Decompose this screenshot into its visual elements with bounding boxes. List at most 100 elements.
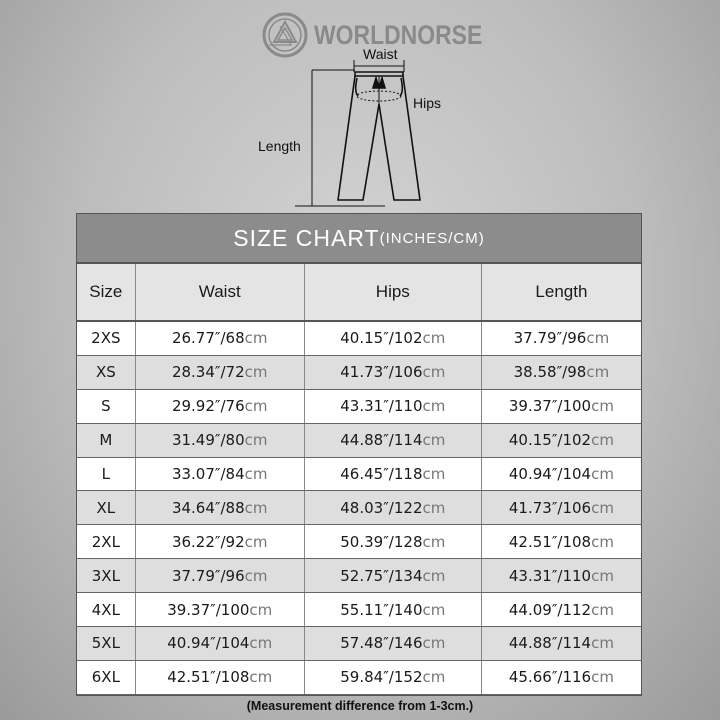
hips-cell: 57.48″/146 cm — [305, 627, 482, 660]
hips-cell: 48.03″/122 cm — [305, 491, 482, 525]
unit-label: cm — [422, 634, 446, 653]
waist-cell: 39.37″/100 cm — [136, 593, 305, 627]
waist-value: 33.07″/84 — [171, 465, 245, 483]
hips-cell: 40.15″/102 cm — [305, 322, 482, 355]
unit-label: cm — [586, 329, 610, 348]
table-row: 4XL 39.37″/100 cm 55.11″/140 cm 44.09″/112 cm — [77, 593, 641, 628]
size-cell: 2XL — [77, 525, 136, 559]
unit-label: cm — [586, 363, 610, 382]
hips-label: Hips — [413, 95, 442, 111]
size-cell: L — [77, 457, 136, 491]
size-cell: M — [77, 423, 136, 457]
length-cell: 40.15″/102 cm — [482, 424, 641, 457]
hips-value: 59.84″/152 — [340, 668, 423, 687]
waist-cell: 34.64″/88 cm — [136, 491, 305, 525]
length-value: 43.31″/110 — [508, 566, 592, 585]
size-cell: S — [77, 389, 136, 423]
size-cell: 2XS — [77, 322, 136, 355]
unit-label: cm — [244, 465, 268, 483]
unit-label: cm — [244, 329, 268, 348]
size-chart-title: SIZE CHART (INCHES/CM) — [77, 214, 641, 264]
unit-label: cm — [422, 566, 446, 585]
length-value: 44.88″/114 — [508, 634, 592, 653]
waist-cell: 33.07″/84 cm — [136, 457, 305, 491]
unit-label: cm — [422, 498, 446, 517]
waist-cell: 40.94″/104 cm — [136, 627, 305, 660]
unit-label: cm — [244, 431, 268, 450]
size-cell: 6XL — [77, 660, 136, 694]
hips-value: 44.88″/114 — [340, 431, 423, 450]
hips-value: 41.73″/106 — [340, 363, 423, 382]
header-size: Size — [77, 264, 136, 320]
hips-cell: 55.11″/140 cm — [305, 593, 482, 627]
unit-label: cm — [591, 532, 614, 551]
size-cell: XL — [77, 491, 136, 525]
title-text: SIZE CHART — [233, 224, 380, 251]
unit-label: cm — [591, 600, 614, 619]
length-cell: 43.31″/110 cm — [482, 559, 641, 592]
waist-value: 26.77″/68 — [171, 329, 245, 348]
length-value: 38.58″/98 — [513, 363, 587, 382]
hips-value: 46.45″/118 — [340, 465, 423, 483]
hips-cell: 59.84″/152 cm — [305, 660, 482, 694]
table-row: L 33.07″/84 cm 46.45″/118 cm 40.94″/104 cm — [77, 457, 641, 492]
size-cell: 3XL — [77, 559, 136, 593]
unit-label: cm — [422, 431, 446, 450]
length-cell: 39.37″/100 cm — [482, 390, 641, 423]
unit-label: cm — [591, 634, 614, 653]
hips-value: 50.39″/128 — [340, 532, 423, 551]
hips-value: 55.11″/140 — [340, 600, 423, 619]
waist-value: 36.22″/92 — [171, 532, 245, 551]
waist-value: 42.51″/108 — [167, 668, 250, 687]
length-cell: 42.51″/108 cm — [482, 525, 641, 558]
hips-cell: 43.31″/110 cm — [305, 389, 482, 423]
hips-value: 57.48″/146 — [340, 634, 423, 653]
header-waist: Waist — [136, 264, 305, 320]
header-hips: Hips — [305, 264, 482, 320]
unit-label: cm — [249, 668, 273, 687]
size-cell: XS — [77, 355, 136, 389]
unit-label: cm — [591, 397, 614, 416]
length-cell: 40.94″/104 cm — [482, 458, 641, 491]
title-units: (INCHES/CM) — [379, 229, 485, 247]
hips-cell: 46.45″/118 cm — [305, 457, 482, 491]
length-cell: 41.73″/106 cm — [482, 491, 641, 524]
header-length: Length — [535, 282, 588, 301]
header-row: Size Waist Hips Length — [77, 264, 641, 322]
hips-value: 52.75″/134 — [340, 566, 423, 585]
unit-label: cm — [249, 634, 273, 653]
hips-cell: 50.39″/128 cm — [305, 525, 482, 559]
waist-value: 31.49″/80 — [171, 431, 245, 450]
length-cell: 37.79″/96 cm — [482, 322, 641, 355]
length-value: 45.66″/116 — [508, 668, 592, 687]
unit-label: cm — [422, 329, 446, 348]
length-value: 40.94″/104 — [508, 465, 592, 483]
waist-cell: 28.34″/72 cm — [136, 355, 305, 389]
unit-label: cm — [591, 668, 614, 687]
unit-label: cm — [422, 600, 446, 619]
brand-logo: WORLDNORSE — [262, 12, 512, 58]
waist-value: 34.64″/88 — [171, 498, 245, 517]
waist-value: 37.79″/96 — [171, 566, 245, 585]
table-row: 6XL 42.51″/108 cm 59.84″/152 cm 45.66″/116 cm — [77, 660, 641, 695]
size-chart-table: SIZE CHART (INCHES/CM) Size Waist Hips L… — [76, 213, 642, 696]
length-cell: 38.58″/98 cm — [482, 356, 641, 389]
valknut-logo-icon — [262, 12, 308, 58]
length-value: 39.37″/100 — [508, 397, 592, 416]
waist-cell: 42.51″/108 cm — [136, 660, 305, 694]
unit-label: cm — [591, 498, 614, 517]
length-value: 42.51″/108 — [508, 532, 592, 551]
waist-value: 39.37″/100 — [167, 600, 250, 619]
pants-diagram — [295, 60, 421, 207]
size-cell: 4XL — [77, 593, 136, 627]
length-value: 44.09″/112 — [508, 600, 592, 619]
hips-value: 43.31″/110 — [340, 397, 423, 416]
table-row: 2XS 26.77″/68 cm 40.15″/102 cm 37.79″/96 cm — [77, 322, 641, 356]
length-cell: 44.88″/114 cm — [482, 627, 641, 660]
waist-cell: 31.49″/80 cm — [136, 423, 305, 457]
unit-label: cm — [422, 363, 446, 382]
unit-label: cm — [249, 600, 273, 619]
unit-label: cm — [422, 465, 446, 483]
waist-label: Waist — [363, 46, 398, 62]
table-row: XL 34.64″/88 cm 48.03″/122 cm 41.73″/106 cm — [77, 491, 641, 526]
